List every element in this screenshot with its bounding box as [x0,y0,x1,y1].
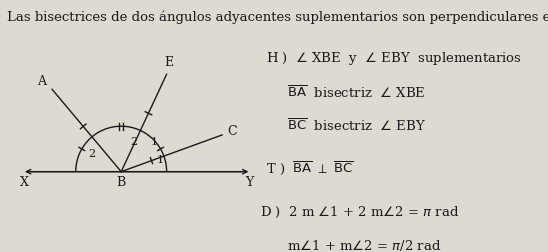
Text: C: C [227,125,237,138]
Text: X: X [20,176,28,189]
Text: Y: Y [245,176,253,189]
Text: 2: 2 [130,137,137,147]
Text: D )  2 m $\angle$1 + 2 m$\angle$2 = $\pi$ rad: D ) 2 m $\angle$1 + 2 m$\angle$2 = $\pi$… [260,205,460,220]
Text: E: E [164,56,173,69]
Text: A: A [37,75,46,88]
Text: 1: 1 [151,137,158,147]
Text: H )  $\angle$ XBE  y  $\angle$ EBY  suplementarios: H ) $\angle$ XBE y $\angle$ EBY suplemen… [266,50,522,67]
Text: T )  $\overline{\rm BA}$ $\perp$ $\overline{\rm BC}$: T ) $\overline{\rm BA}$ $\perp$ $\overli… [266,159,354,177]
Text: 2: 2 [89,149,96,159]
Text: m$\angle$1 + m$\angle$2 = $\pi$/2 rad: m$\angle$1 + m$\angle$2 = $\pi$/2 rad [287,238,441,252]
Text: Las bisectrices de dos ángulos adyacentes suplementarios son perpendiculares ent: Las bisectrices de dos ángulos adyacente… [7,10,548,24]
Text: 1: 1 [157,155,164,165]
Text: $\overline{\rm BC}$  bisectriz  $\angle$ EBY: $\overline{\rm BC}$ bisectriz $\angle$ E… [287,118,426,134]
Text: $\overline{\rm BA}$  bisectriz  $\angle$ XBE: $\overline{\rm BA}$ bisectriz $\angle$ X… [287,85,425,101]
Text: B: B [117,176,126,189]
